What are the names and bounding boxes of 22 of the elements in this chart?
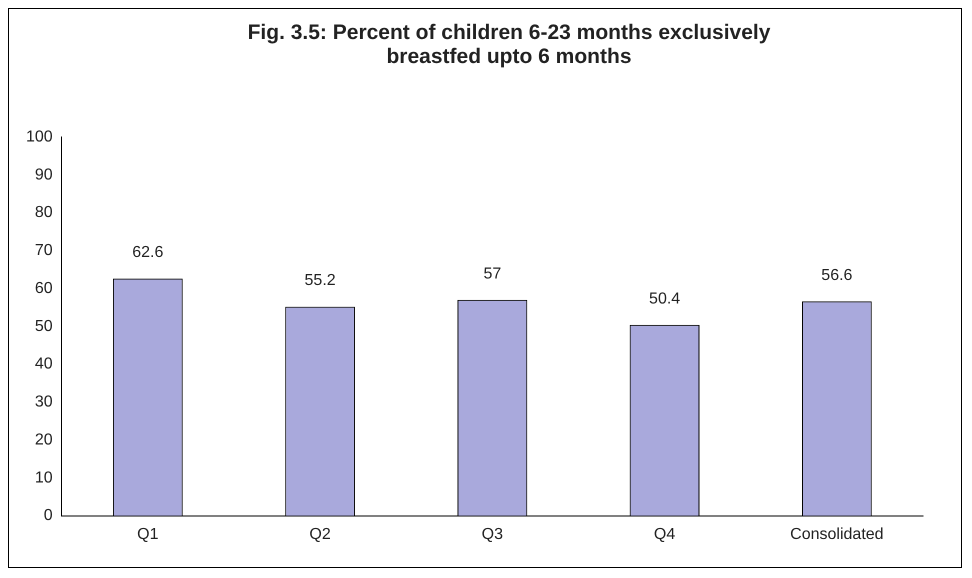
data-label: 56.6 xyxy=(821,266,853,284)
y-tick-label: 90 xyxy=(34,166,53,184)
y-tick-label: 100 xyxy=(26,128,53,146)
x-tick-label: Q1 xyxy=(137,526,159,543)
data-label: 50.4 xyxy=(649,290,680,308)
x-tick-label: Q2 xyxy=(309,526,331,543)
data-label: 57 xyxy=(483,265,502,282)
x-tick-label: Q3 xyxy=(482,526,504,543)
y-tick-label: 40 xyxy=(34,356,53,373)
data-label: 62.6 xyxy=(132,244,164,262)
y-tick-label: 70 xyxy=(34,242,53,260)
y-tick-label: 50 xyxy=(34,318,53,335)
y-tick-label: 80 xyxy=(34,204,53,222)
y-tick-label: 20 xyxy=(34,431,53,448)
x-tick-label: Q4 xyxy=(654,526,676,543)
y-tick-label: 10 xyxy=(34,469,53,486)
data-label: 55.2 xyxy=(304,272,336,290)
y-tick-label: 30 xyxy=(34,394,53,411)
chart-title: Fig. 3.5: Percent of children 6-23 months exclusively breastfed upto 6 months xyxy=(246,21,772,69)
y-tick-label: 0 xyxy=(44,507,53,524)
y-tick-label: 60 xyxy=(34,280,53,297)
x-tick-label: Consolidated xyxy=(790,526,884,543)
